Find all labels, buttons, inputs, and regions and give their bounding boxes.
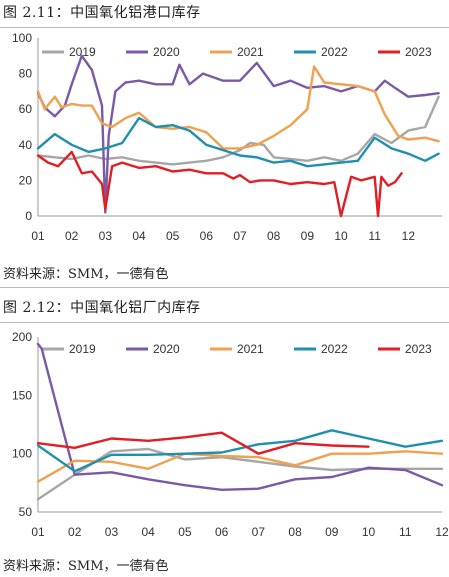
x-tick-label: 05	[166, 229, 180, 243]
section-divider	[0, 287, 449, 288]
legend-label-2023: 2023	[405, 45, 432, 59]
title-divider	[0, 322, 449, 323]
x-tick-label: 02	[65, 229, 79, 243]
legend-label-2023: 2023	[405, 342, 432, 356]
legend-label-2021: 2021	[237, 342, 264, 356]
x-tick-label: 10	[362, 525, 376, 539]
x-tick-label: 02	[68, 525, 82, 539]
x-tick-label: 01	[31, 525, 45, 539]
x-tick-label: 03	[105, 525, 119, 539]
x-tick-label: 12	[435, 525, 449, 539]
x-tick-label: 06	[215, 525, 229, 539]
y-tick-label: 20	[19, 173, 33, 187]
x-tick-label: 10	[334, 229, 348, 243]
x-tick-label: 05	[178, 525, 192, 539]
y-tick-label: 150	[12, 388, 32, 402]
y-tick-label: 40	[19, 138, 33, 152]
legend-label-2021: 2021	[237, 45, 264, 59]
legend-label-2022: 2022	[321, 45, 348, 59]
y-tick-label: 100	[12, 447, 32, 461]
y-tick-label: 100	[12, 31, 32, 45]
plant-inventory-chart: 50 100 150 200 01 02 03 04 05 06 07 08 09 10 11 12 2019 2…	[12, 330, 449, 539]
x-tick-label: 07	[252, 525, 266, 539]
x-tick-label: 11	[399, 525, 412, 539]
series-line-2023	[36, 150, 403, 218]
x-tick-label: 04	[132, 229, 146, 243]
y-tick-label: 200	[12, 330, 32, 344]
y-tick-label: 60	[19, 102, 33, 116]
series-line-2021	[36, 65, 440, 150]
y-tick-label: 0	[25, 209, 32, 223]
y-tick-label: 50	[19, 505, 33, 519]
figure-title-plant-inventory: 图 2.12：中国氧化铝厂内库存	[3, 300, 201, 316]
x-tick-label: 08	[267, 229, 281, 243]
figure-title-port-inventory: 图 2.11：中国氧化铝港口库存	[3, 5, 201, 21]
legend-label-2020: 2020	[153, 342, 180, 356]
series-line-2020	[36, 54, 440, 214]
x-tick-label: 08	[288, 525, 302, 539]
legend-label-2019: 2019	[69, 45, 96, 59]
series-line-2021	[36, 450, 444, 483]
x-tick-label: 07	[233, 229, 247, 243]
legend-label-2019: 2019	[69, 342, 96, 356]
legend-label-2022: 2022	[321, 342, 348, 356]
series-line-2022	[36, 116, 440, 168]
legend-label-2020: 2020	[153, 45, 180, 59]
x-tick-label: 03	[99, 229, 113, 243]
x-tick-label: 04	[142, 525, 156, 539]
source-note-port-inventory: 资料来源：SMM，一德有色	[3, 267, 169, 282]
x-tick-label: 09	[301, 229, 315, 243]
x-tick-label: 06	[200, 229, 214, 243]
title-divider	[0, 27, 449, 28]
x-tick-label: 11	[368, 229, 381, 243]
series-line-2020	[36, 342, 444, 492]
series-line-2023	[36, 431, 370, 455]
source-note-plant-inventory: 资料来源：SMM，一德有色	[3, 559, 169, 574]
x-tick-label: 09	[325, 525, 339, 539]
y-tick-label: 80	[19, 67, 33, 81]
x-tick-label: 12	[402, 229, 416, 243]
x-tick-label: 01	[31, 229, 45, 243]
port-inventory-chart: 0 20 40 60 80 100 01 02 03 04 05 06 07 08 09 10 11 12 2019…	[12, 31, 442, 243]
series-line-2022	[36, 429, 444, 473]
